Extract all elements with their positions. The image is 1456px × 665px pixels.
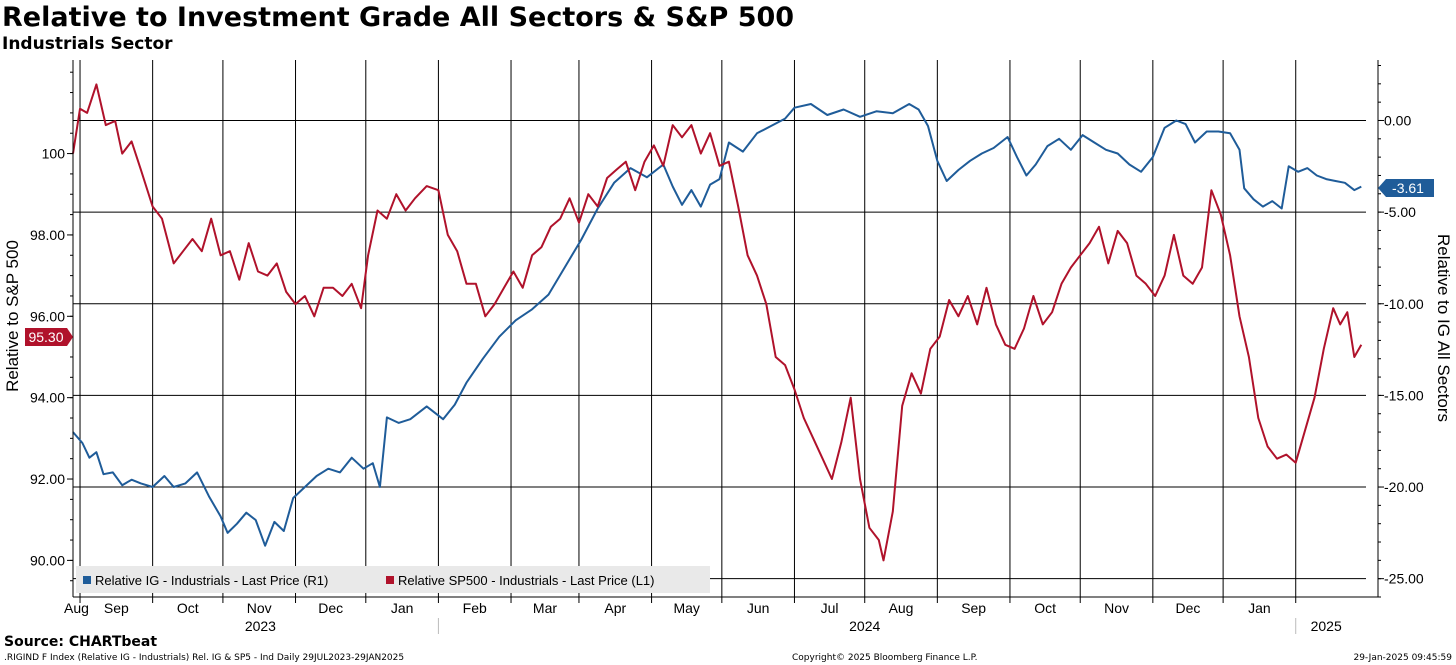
legend-swatch-ig [83, 576, 91, 584]
legend-label-sp: Relative SP500 - Industrials - Last Pric… [398, 573, 655, 588]
chart-subtitle: Industrials Sector [2, 34, 173, 54]
series-line-sp [72, 83, 1363, 562]
series-layer [72, 83, 1363, 562]
last-value-tag-sp: 95.30 [25, 328, 73, 346]
axes-layer: Aug Sep Oct Nov Dec Jan Feb Mar Apr May Jun Jul Aug S… [30, 60, 1424, 634]
x-year-label: 2023 [245, 618, 276, 634]
source-note: Source: CHARTbeat [4, 634, 158, 650]
x-month-label: Aug [889, 600, 914, 616]
x-month-label: Oct [177, 600, 199, 616]
last-value-tag-sp-shape [25, 328, 73, 346]
x-year-label: 2024 [849, 618, 880, 634]
legend-swatch-sp [386, 576, 394, 584]
left-axis-title: Relative to S&P 500 [3, 240, 22, 392]
horizontal-gridlines [73, 119, 1366, 580]
x-month-label: Oct [1034, 600, 1056, 616]
x-month-label: Aug [64, 600, 89, 616]
x-month-label: Dec [318, 600, 343, 616]
x-month-label: Jan [1248, 600, 1271, 616]
x-month-label: Feb [463, 600, 487, 616]
left-axis-tick-label: 90.00 [30, 552, 65, 568]
right-axis-tick-label: -5.00 [1384, 204, 1416, 220]
left-axis-tick-label: 92.00 [30, 471, 65, 487]
x-month-label: May [673, 600, 699, 616]
plot-area [73, 60, 1366, 597]
x-month-label: Jul [821, 600, 839, 616]
chart-title: Relative to Investment Grade All Sectors… [2, 2, 795, 33]
right-axis-tick-label: 0.00 [1384, 112, 1411, 128]
x-month-label: Jun [747, 600, 770, 616]
last-value-ig: -3.61 [1392, 180, 1424, 196]
left-axis-tick-label: 94.00 [30, 390, 65, 406]
x-month-label: Nov [1104, 600, 1129, 616]
legend-label-ig: Relative IG - Industrials - Last Price (… [95, 573, 328, 588]
last-value-sp: 95.30 [28, 329, 63, 345]
x-month-label: Apr [604, 600, 626, 616]
last-value-tag-ig: -3.61 [1378, 179, 1434, 197]
timestamp: 29-Jan-2025 09:45:59 [1353, 653, 1452, 663]
x-year-label: 2025 [1311, 618, 1342, 634]
left-axis-tick-label: 100 [42, 146, 66, 162]
right-axis-title: Relative to IG All Sectors [1434, 234, 1453, 422]
left-axis-tick-label: 96.00 [30, 308, 65, 324]
x-month-label: Sep [961, 600, 986, 616]
ticker-info: .RIGIND F Index (Relative IG - Industria… [4, 653, 405, 663]
x-month-label: Dec [1176, 600, 1201, 616]
last-value-tag-ig-shape [1378, 179, 1434, 197]
right-axis-tick-label: -15.00 [1384, 387, 1424, 403]
series-line-ig [72, 103, 1362, 547]
x-month-label: Sep [104, 600, 129, 616]
x-month-label: Nov [247, 600, 272, 616]
copyright: Copyright© 2025 Bloomberg Finance L.P. [792, 653, 978, 663]
legend: Relative IG - Industrials - Last Price (… [76, 566, 710, 593]
x-month-label: Mar [533, 600, 557, 616]
right-axis-tick-label: -25.00 [1384, 571, 1424, 587]
left-axis-tick-label: 98.00 [30, 227, 65, 243]
x-month-label: Jan [391, 600, 414, 616]
right-axis-tick-label: -10.00 [1384, 296, 1424, 312]
right-axis-tick-label: -20.00 [1384, 479, 1424, 495]
